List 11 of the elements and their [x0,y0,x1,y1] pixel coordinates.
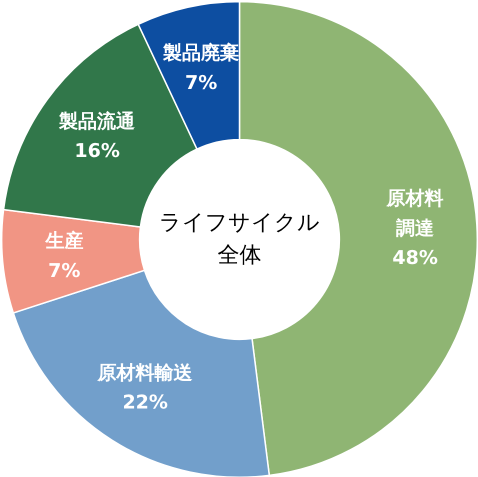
data-label: 7% [48,260,80,282]
slice-label: 原材料調達 [386,188,444,240]
slice-label: 生産 [44,230,84,252]
data-label: 48% [392,247,438,270]
data-label: 22% [122,392,168,414]
text: ライフサイクル全体 [159,210,320,268]
slice-label: 製品流通 [58,110,136,132]
data-label: 7% [184,72,218,94]
slice-label: 製品廃棄 [162,42,240,64]
data-label: 16% [74,140,120,162]
slice-label: 原材料輸送 [96,362,193,384]
